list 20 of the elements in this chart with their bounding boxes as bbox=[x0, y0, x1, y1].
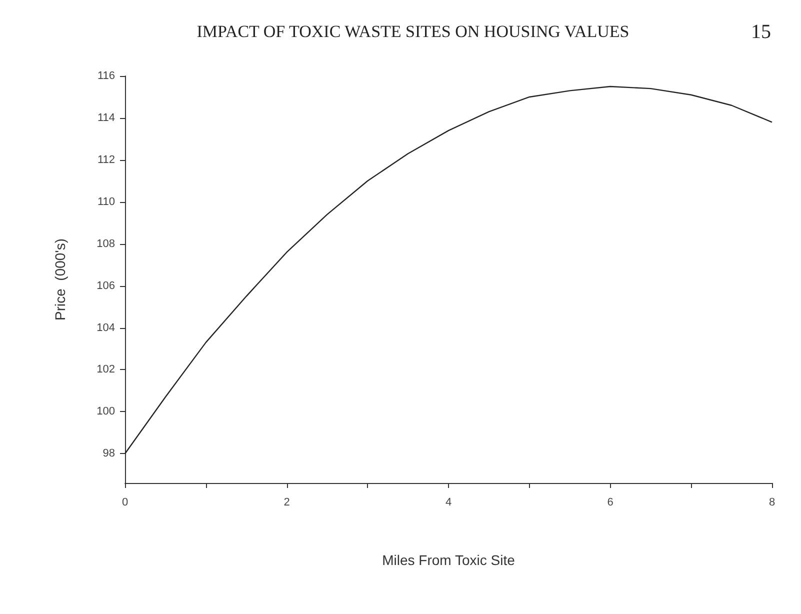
y-tick-label: 104 bbox=[96, 322, 115, 334]
y-tick-label: 110 bbox=[97, 196, 115, 208]
y-axis-title: Price (000's) bbox=[52, 238, 68, 321]
text: 15 bbox=[751, 21, 771, 43]
x-tick-label: 6 bbox=[607, 496, 614, 508]
y-tick-label: 98 bbox=[102, 448, 115, 460]
x-axis-title: Miles From Toxic Site bbox=[382, 552, 516, 568]
y-tick-label: 102 bbox=[96, 364, 115, 376]
y-tick-label: 100 bbox=[96, 406, 115, 418]
x-tick-label: 2 bbox=[284, 496, 290, 508]
y-tick-label: 106 bbox=[96, 280, 115, 292]
x-tick-label: 4 bbox=[445, 496, 452, 508]
y-tick-label: 116 bbox=[97, 70, 115, 82]
line-series bbox=[124, 86, 773, 454]
y-tick-label: 114 bbox=[97, 112, 115, 124]
x-tick-label: 0 bbox=[122, 496, 128, 508]
y-tick-label: 112 bbox=[97, 154, 115, 166]
chart-title: IMPACT OF TOXIC WASTE SITES ON HOUSING VALUES bbox=[196, 22, 630, 41]
x-tick-label: 8 bbox=[768, 496, 776, 508]
y-tick-label: 108 bbox=[96, 238, 115, 250]
